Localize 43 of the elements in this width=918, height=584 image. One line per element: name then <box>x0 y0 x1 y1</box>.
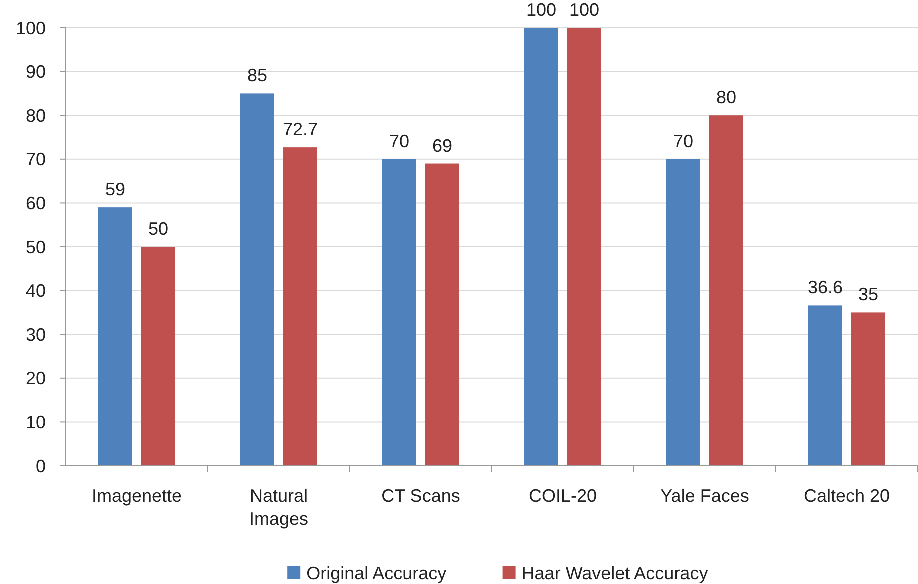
data-label: 70 <box>673 131 694 152</box>
data-label: 70 <box>389 131 410 152</box>
legend-label: Original Accuracy <box>306 563 447 584</box>
data-label: 80 <box>716 88 737 108</box>
data-label: 100 <box>526 0 557 20</box>
x-tick-label: Imagenette <box>92 486 182 506</box>
bar <box>524 28 558 466</box>
data-label: 100 <box>569 0 600 20</box>
y-tick-label: 0 <box>36 456 46 476</box>
y-tick-label: 50 <box>26 237 46 258</box>
x-tick-label: CT Scans <box>382 486 460 506</box>
bar <box>852 312 886 466</box>
y-tick-label: 70 <box>26 150 46 170</box>
x-tick-label: Yale Faces <box>660 486 750 506</box>
y-tick-label: 100 <box>16 18 46 38</box>
x-tick-label: Natural Images <box>249 486 309 529</box>
y-tick-label: 20 <box>26 368 46 389</box>
bar <box>98 208 132 466</box>
y-tick-label: 90 <box>26 62 46 82</box>
legend-label: Haar Wavelet Accuracy <box>522 563 708 584</box>
bar <box>666 159 700 466</box>
y-tick-label: 80 <box>26 106 46 126</box>
x-tick-label: COIL-20 <box>528 486 598 506</box>
y-tick-label: 30 <box>26 324 46 345</box>
y-tick-label: 60 <box>26 194 46 214</box>
x-tick-label: Caltech 20 <box>804 486 890 506</box>
data-label: 72.7 <box>282 120 318 140</box>
data-label: 59 <box>105 180 126 200</box>
bar <box>710 116 744 466</box>
bar <box>382 159 416 466</box>
bar <box>142 247 176 466</box>
data-label: 69 <box>432 136 453 156</box>
y-tick-label: 10 <box>26 412 46 432</box>
bar <box>284 148 318 466</box>
bar <box>808 306 842 466</box>
y-tick-label: 40 <box>26 281 46 302</box>
bar <box>240 94 274 466</box>
bar <box>568 28 602 466</box>
data-label: 35 <box>858 284 879 305</box>
data-label: 36.6 <box>808 278 844 298</box>
data-label: 50 <box>148 219 169 239</box>
bar <box>426 164 460 466</box>
data-label: 85 <box>247 66 268 86</box>
